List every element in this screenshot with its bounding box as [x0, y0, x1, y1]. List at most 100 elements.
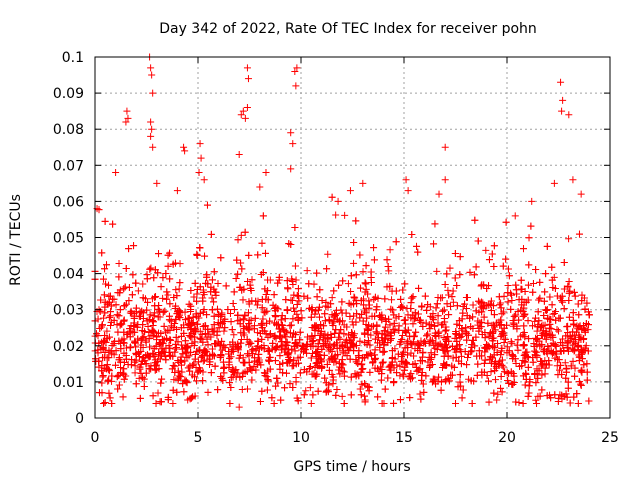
data-point — [335, 329, 343, 337]
data-point — [100, 314, 108, 322]
data-point — [361, 398, 369, 406]
data-point — [546, 324, 554, 332]
data-point — [577, 190, 585, 198]
data-point — [517, 285, 525, 293]
data-point — [384, 263, 392, 271]
data-point — [173, 187, 181, 195]
data-point — [456, 371, 464, 379]
data-point — [105, 389, 113, 397]
data-point — [276, 352, 284, 360]
data-point — [154, 305, 162, 313]
data-point — [504, 289, 512, 297]
data-point — [410, 315, 418, 323]
x-axis-title: GPS time / hours — [293, 459, 410, 475]
data-point — [197, 154, 205, 162]
data-point — [500, 339, 508, 347]
data-point — [241, 228, 249, 236]
data-point — [252, 366, 260, 374]
data-point — [213, 305, 221, 313]
data-point — [388, 347, 396, 355]
data-point — [570, 288, 578, 296]
data-point — [448, 293, 456, 301]
data-point — [222, 282, 230, 290]
data-point — [155, 250, 163, 258]
data-point — [367, 331, 375, 339]
data-point — [362, 280, 370, 288]
data-point — [407, 299, 415, 307]
data-point — [239, 296, 247, 304]
data-point — [203, 201, 211, 209]
data-point — [137, 341, 145, 349]
data-point — [323, 265, 331, 273]
data-point — [377, 376, 385, 384]
data-point — [373, 303, 381, 311]
data-point — [173, 388, 181, 396]
data-point — [245, 251, 253, 259]
data-point — [234, 270, 242, 278]
data-point — [347, 391, 355, 399]
data-point — [352, 342, 360, 350]
data-point — [416, 345, 424, 353]
data-point — [567, 362, 575, 370]
data-point — [228, 326, 236, 334]
data-point — [149, 143, 157, 151]
data-point — [504, 281, 512, 289]
data-point — [370, 244, 378, 252]
data-point — [307, 354, 315, 362]
data-point — [171, 369, 179, 377]
data-point — [525, 389, 533, 397]
data-point — [533, 327, 541, 335]
data-point — [296, 336, 304, 344]
data-point — [575, 230, 583, 238]
data-point — [585, 397, 593, 405]
data-point — [421, 292, 429, 300]
data-point — [101, 265, 109, 273]
data-point — [152, 400, 160, 408]
data-point — [187, 286, 195, 294]
data-point — [258, 304, 266, 312]
data-point — [553, 326, 561, 334]
data-point — [232, 275, 240, 283]
data-point — [487, 307, 495, 315]
data-point — [292, 276, 300, 284]
data-point — [282, 333, 290, 341]
data-point — [354, 359, 362, 367]
data-point — [456, 253, 464, 261]
data-point — [260, 369, 268, 377]
data-point — [344, 343, 352, 351]
data-point — [504, 298, 512, 306]
data-point — [237, 231, 245, 239]
data-point — [328, 294, 336, 302]
data-point — [361, 288, 369, 296]
data-point — [161, 307, 169, 315]
data-point — [254, 297, 262, 305]
data-point — [270, 291, 278, 299]
data-point — [286, 322, 294, 330]
data-point — [210, 268, 218, 276]
data-point — [313, 293, 321, 301]
data-point — [346, 187, 354, 195]
data-point — [308, 332, 316, 340]
data-point — [158, 375, 166, 383]
data-point — [162, 328, 170, 336]
data-point — [276, 334, 284, 342]
data-point — [98, 379, 106, 387]
data-point — [487, 359, 495, 367]
data-point — [378, 400, 386, 408]
data-point — [226, 400, 234, 408]
data-point — [472, 263, 480, 271]
data-point — [400, 316, 408, 324]
data-point — [368, 323, 376, 331]
data-point — [302, 387, 310, 395]
data-point — [289, 315, 297, 323]
data-point — [399, 286, 407, 294]
data-point — [571, 372, 579, 380]
data-point — [290, 291, 298, 299]
data-point — [297, 307, 305, 315]
data-point — [342, 309, 350, 317]
data-point — [519, 342, 527, 350]
data-point — [435, 373, 443, 381]
grid — [95, 57, 610, 418]
data-point — [416, 390, 424, 398]
data-point — [371, 351, 379, 359]
